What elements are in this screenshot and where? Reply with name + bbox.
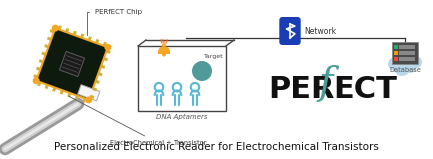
Polygon shape <box>88 36 92 41</box>
Bar <box>78 85 100 101</box>
Polygon shape <box>58 25 62 30</box>
Text: Personalized Electronic Reader for Electrochemical Transistors: Personalized Electronic Reader for Elect… <box>54 142 378 152</box>
Circle shape <box>388 57 402 71</box>
Polygon shape <box>45 84 49 89</box>
Polygon shape <box>44 44 49 48</box>
Polygon shape <box>36 67 41 71</box>
Polygon shape <box>74 95 79 100</box>
Circle shape <box>400 53 414 67</box>
Polygon shape <box>50 29 55 33</box>
Bar <box>394 45 398 49</box>
Text: Database: Database <box>389 67 421 73</box>
Polygon shape <box>103 57 108 61</box>
Bar <box>36 28 108 100</box>
Circle shape <box>410 56 422 68</box>
Polygon shape <box>106 50 111 54</box>
Bar <box>399 57 415 61</box>
Text: PER: PER <box>268 75 335 104</box>
Text: PERfECT Chip: PERfECT Chip <box>87 9 142 35</box>
Text: ElectroChemical + Transistor: ElectroChemical + Transistor <box>68 96 207 146</box>
Polygon shape <box>100 65 105 69</box>
Circle shape <box>403 59 417 73</box>
Bar <box>394 57 398 61</box>
Text: Network: Network <box>304 27 336 35</box>
Bar <box>138 46 226 111</box>
Polygon shape <box>80 33 84 38</box>
Bar <box>59 52 84 77</box>
Circle shape <box>162 52 166 56</box>
Circle shape <box>394 60 410 76</box>
Circle shape <box>85 96 92 103</box>
FancyBboxPatch shape <box>279 17 301 45</box>
Bar <box>392 42 418 64</box>
Polygon shape <box>82 98 87 103</box>
Circle shape <box>104 44 111 51</box>
Text: ECT: ECT <box>333 75 397 104</box>
Bar <box>399 51 415 55</box>
Wedge shape <box>158 46 170 52</box>
Polygon shape <box>90 95 94 99</box>
Polygon shape <box>39 59 43 63</box>
Text: DNA Aptamers: DNA Aptamers <box>156 114 208 120</box>
Polygon shape <box>73 31 77 35</box>
Polygon shape <box>95 80 100 84</box>
Polygon shape <box>67 93 71 97</box>
Text: f: f <box>318 65 333 102</box>
Circle shape <box>52 25 59 32</box>
Polygon shape <box>47 37 52 41</box>
Polygon shape <box>92 87 97 91</box>
Polygon shape <box>60 90 64 95</box>
Circle shape <box>32 77 39 84</box>
Bar <box>158 52 170 53</box>
Text: Target: Target <box>204 54 223 59</box>
Polygon shape <box>37 82 41 86</box>
Polygon shape <box>52 87 56 92</box>
Circle shape <box>192 61 212 81</box>
Polygon shape <box>95 39 100 44</box>
Polygon shape <box>33 74 38 78</box>
Polygon shape <box>98 72 103 76</box>
Polygon shape <box>103 42 107 46</box>
Bar <box>394 51 398 55</box>
Polygon shape <box>42 52 46 56</box>
Polygon shape <box>65 28 69 33</box>
Bar <box>399 45 415 49</box>
